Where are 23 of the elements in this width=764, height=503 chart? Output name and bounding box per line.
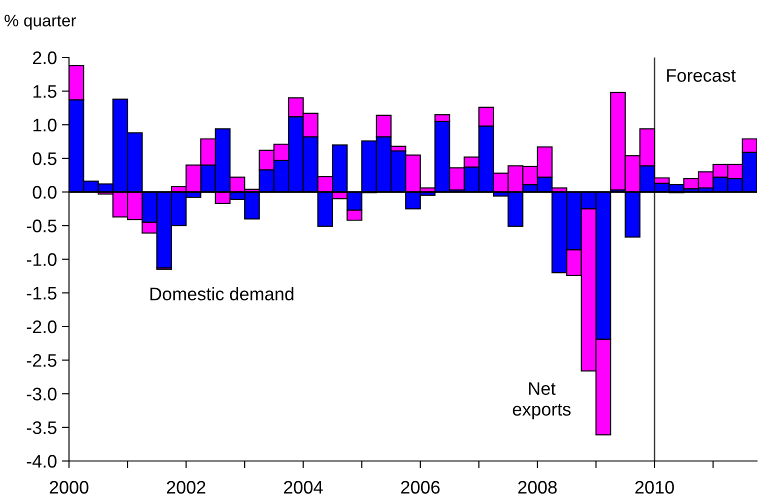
ref-line-label: Forecast <box>667 69 736 82</box>
y-tick-label: 1.5 <box>33 85 56 98</box>
y-tick-label: -0.5 <box>26 220 56 232</box>
y-tick-label: -1.5 <box>26 286 56 300</box>
x-tick-label: 2008 <box>518 480 557 494</box>
x-tick-label: 2002 <box>166 480 206 494</box>
y-tick-label: -4.0 <box>26 454 56 468</box>
annotation: Domestic demand <box>150 287 294 300</box>
x-tick-label: 2006 <box>401 480 440 494</box>
y-tick-label: 1.0 <box>33 118 56 132</box>
y-tick-label: -3.5 <box>26 421 56 434</box>
annotation: Net exports <box>512 382 571 420</box>
y-tick-label: 2.0 <box>33 51 56 64</box>
y-tick-label: -1.0 <box>26 253 56 266</box>
x-tick-label: 2004 <box>284 480 323 494</box>
y-axis-title: % quarter <box>4 14 76 30</box>
x-tick-label: 2010 <box>635 480 674 494</box>
y-tick-label: 0.0 <box>32 186 56 199</box>
y-tick-label: 0.5 <box>32 152 56 166</box>
y-tick-label: -2.5 <box>26 354 56 367</box>
y-tick-label: -3.0 <box>26 388 56 400</box>
y-tick-label: -2.0 <box>26 320 56 334</box>
x-tick-label: 2000 <box>50 480 88 494</box>
